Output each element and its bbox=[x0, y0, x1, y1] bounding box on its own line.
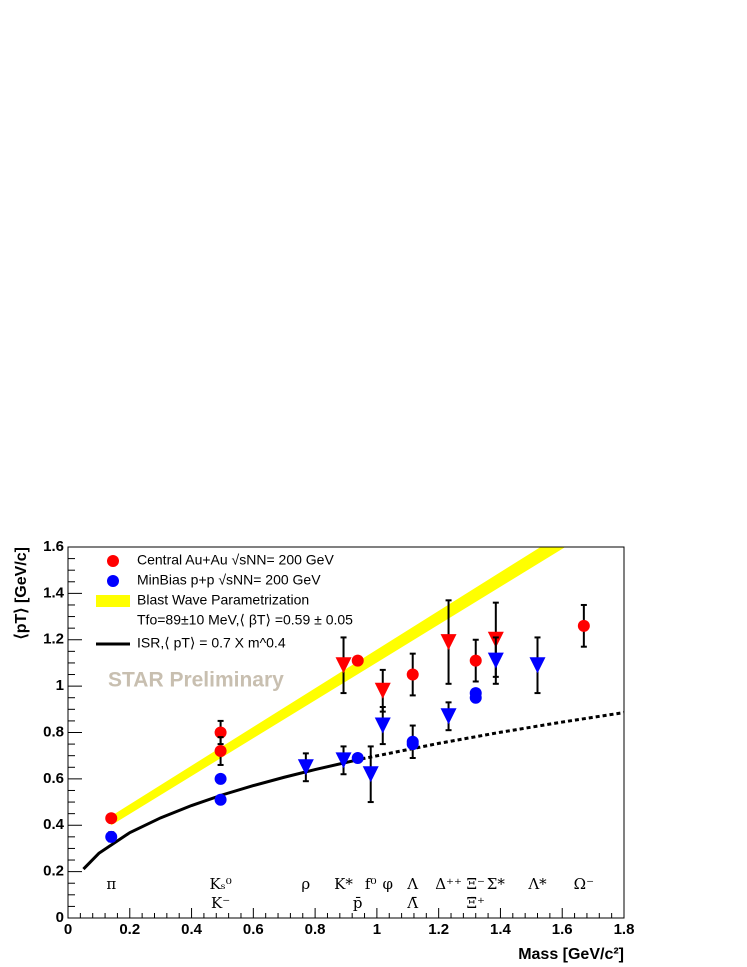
y-tick-label: 0.8 bbox=[43, 723, 64, 740]
data-point bbox=[214, 793, 227, 806]
y-axis-title: ⟨pT⟩ [GeV/c] bbox=[13, 547, 30, 640]
data-point bbox=[406, 738, 419, 751]
y-tick-label: 0.6 bbox=[43, 770, 64, 787]
y-tick-label: 0 bbox=[56, 909, 64, 926]
particle-label: ρ bbox=[301, 875, 310, 893]
legend-marker bbox=[107, 575, 119, 587]
particle-label: Ξ̄⁺ bbox=[466, 894, 484, 912]
data-point bbox=[351, 654, 364, 667]
x-tick-label: 0.2 bbox=[119, 921, 140, 938]
isr-curve bbox=[82, 757, 362, 871]
particle-label: Σ* bbox=[487, 875, 506, 893]
x-tick-label: 1.2 bbox=[428, 921, 449, 938]
particle-label: p̄ bbox=[353, 894, 363, 912]
particle-label: π bbox=[106, 875, 116, 893]
data-point bbox=[362, 766, 379, 783]
y-tick-label: 1.4 bbox=[43, 584, 65, 601]
data-point bbox=[335, 752, 352, 769]
x-tick-label: 0 bbox=[64, 921, 72, 938]
data-point bbox=[105, 812, 118, 825]
particle-label: Kₛ⁰ bbox=[209, 875, 231, 893]
watermark: STAR Preliminary bbox=[108, 669, 284, 692]
x-tick-label: 1 bbox=[373, 921, 381, 938]
legend-label: MinBias p+p √sNN= 200 GeV bbox=[137, 572, 321, 588]
x-tick-label: 0.6 bbox=[243, 921, 264, 938]
data-point bbox=[440, 634, 457, 651]
data-point bbox=[469, 654, 482, 667]
particle-label: f⁰ bbox=[365, 875, 377, 893]
y-tick-label: 1.2 bbox=[43, 631, 64, 648]
x-tick-label: 1.4 bbox=[490, 921, 512, 938]
particle-label: Λ* bbox=[527, 875, 547, 893]
x-tick-label: 1.8 bbox=[614, 921, 635, 938]
data-point bbox=[351, 752, 364, 765]
data-point bbox=[335, 657, 352, 674]
data-point bbox=[374, 717, 391, 734]
legend-label: Central Au+Au √sNN= 200 GeV bbox=[137, 552, 334, 568]
data-point bbox=[214, 745, 227, 758]
y-tick-label: 1.6 bbox=[43, 538, 64, 555]
particle-label: Λ̄ bbox=[406, 894, 418, 912]
x-tick-label: 0.4 bbox=[181, 921, 203, 938]
particle-label: Δ⁺⁺ bbox=[435, 875, 462, 893]
particle-label: φ bbox=[382, 875, 393, 893]
legend-marker bbox=[107, 555, 119, 567]
particle-label: K* bbox=[334, 875, 353, 893]
y-tick-label: 1 bbox=[56, 677, 64, 694]
legend-label: Tfo=89±10 MeV,⟨ βT⟩ =0.59 ± 0.05 bbox=[137, 612, 353, 628]
particle-label: K⁻ bbox=[211, 894, 230, 912]
legend-label: Blast Wave Parametrization bbox=[137, 592, 309, 608]
x-tick-label: 0.8 bbox=[305, 921, 326, 938]
x-tick-label: 1.6 bbox=[552, 921, 573, 938]
particle-label: Ω⁻ bbox=[574, 875, 594, 893]
legend-swatch bbox=[96, 595, 130, 607]
particle-label: Λ bbox=[406, 875, 418, 893]
data-point bbox=[374, 682, 391, 699]
data-point bbox=[214, 726, 227, 739]
legend-label: ISR,⟨ pT⟩ = 0.7 X m^0.4 bbox=[137, 635, 286, 651]
data-point bbox=[529, 657, 546, 674]
x-axis-title: Mass [GeV/c²] bbox=[518, 946, 624, 963]
data-point bbox=[577, 619, 590, 632]
data-point bbox=[105, 830, 118, 843]
data-point bbox=[440, 708, 457, 725]
data-point bbox=[214, 772, 227, 785]
data-point bbox=[469, 691, 482, 704]
blast-wave-band bbox=[111, 547, 566, 826]
particle-label: Ξ⁻ bbox=[466, 875, 484, 893]
data-point bbox=[297, 759, 314, 776]
data-point bbox=[487, 652, 504, 669]
y-tick-label: 0.2 bbox=[43, 863, 64, 880]
data-point bbox=[406, 668, 419, 681]
y-tick-label: 0.4 bbox=[43, 816, 65, 833]
